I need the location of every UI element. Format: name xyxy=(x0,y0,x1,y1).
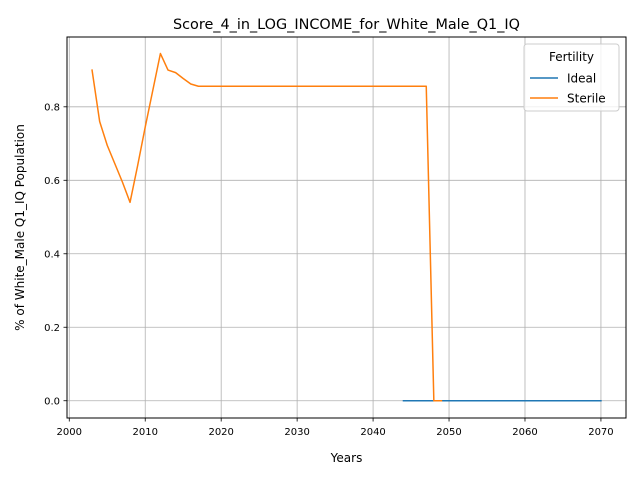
legend-box xyxy=(523,43,620,112)
x-tick-label: 2020 xyxy=(208,427,233,438)
y-tick-label: 0.6 xyxy=(44,176,60,187)
y-tick-label: 0.2 xyxy=(44,323,60,334)
legend-label-sterile: Sterile xyxy=(567,92,606,106)
y-tick-label: 0.4 xyxy=(44,249,60,260)
series-lines xyxy=(91,52,602,402)
x-tick-label: 2000 xyxy=(57,427,82,438)
x-tick-label: 2050 xyxy=(436,427,461,438)
x-axis-ticks: 2000 2010 2020 2030 2040 2050 2060 2070 xyxy=(57,418,614,438)
y-tick-label: 0.0 xyxy=(44,396,60,407)
y-axis-label: % of White_Male Q1_IQ Population xyxy=(13,124,27,331)
y-tick-label: 0.8 xyxy=(44,102,60,113)
x-tick-label: 2040 xyxy=(360,427,385,438)
x-tick-label: 2070 xyxy=(588,427,613,438)
x-tick-label: 2030 xyxy=(284,427,309,438)
x-axis-label: Years xyxy=(330,451,363,465)
x-tick-label: 2060 xyxy=(512,427,537,438)
legend: Fertility Ideal Sterile xyxy=(523,43,620,112)
legend-title: Fertility xyxy=(549,50,594,64)
y-axis-ticks: 0.0 0.2 0.4 0.6 0.8 xyxy=(44,102,67,407)
chart-title: Score_4_in_LOG_INCOME_for_White_Male_Q1_… xyxy=(173,17,520,33)
legend-label-ideal: Ideal xyxy=(567,72,596,86)
x-tick-label: 2010 xyxy=(133,427,158,438)
plot-frame xyxy=(66,36,627,419)
series-line-sterile xyxy=(91,52,443,402)
